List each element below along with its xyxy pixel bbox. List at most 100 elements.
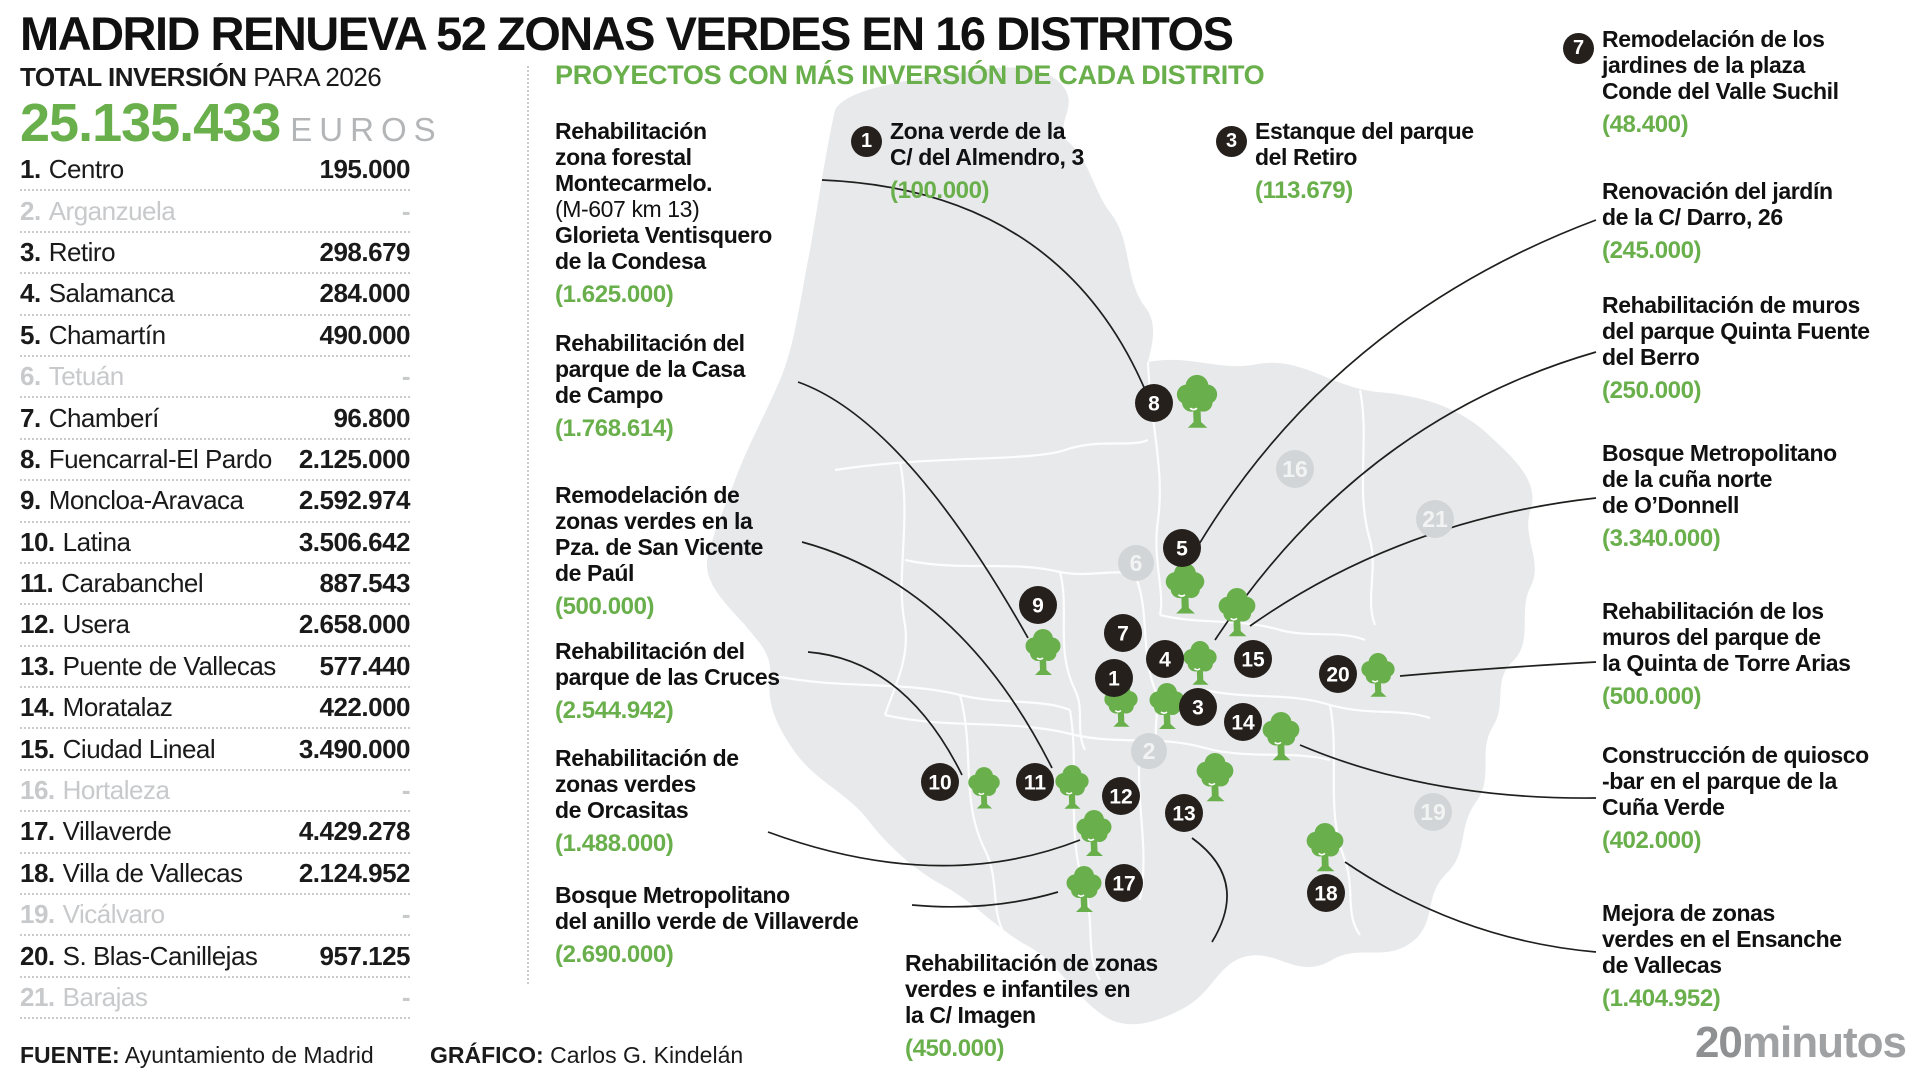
marker-8: 8 (1135, 384, 1173, 422)
marker-10: 10 (921, 763, 959, 801)
table-row-tetuan: 6. Tetuán - (20, 357, 411, 399)
project-markers: 8 5 9 7 4 15 20 1 3 14 10 11 12 13 17 18 (921, 384, 1357, 912)
svg-text:9: 9 (1032, 595, 1044, 618)
label-badge-3: 3 (1216, 126, 1247, 157)
project-amount: (100.000) (890, 177, 990, 204)
marker-9: 9 (1019, 586, 1057, 624)
project-label-cuna-verde: Construcción de quiosco -bar en el parqu… (1602, 742, 1869, 854)
district-table: 1. Centro 195.000 2. Arganzuela - 3. Retiro 29… (20, 150, 411, 1020)
marker-15: 15 (1234, 640, 1272, 678)
table-row-ciudad-lineal: 15. Ciudad Lineal 3.490.000 (20, 729, 411, 771)
city-outline (706, 67, 1535, 1025)
label-badge-1: 1 (851, 126, 882, 157)
svg-text:3: 3 (1192, 697, 1204, 720)
project-amount: (500.000) (1602, 683, 1702, 710)
project-label-orcasitas: Rehabilitación de zonas verdes de Orcasi… (555, 745, 739, 857)
footer-source: FUENTE: Ayuntamiento de Madrid (20, 1042, 374, 1068)
map-section-title: PROYECTOS CON MÁS INVERSIÓN DE CADA DIST… (555, 60, 1265, 90)
marker-14: 14 (1224, 703, 1262, 741)
table-row-chamberi: 7. Chamberí 96.800 (20, 398, 410, 440)
total-investment-label-bold: TOTAL INVERSIÓN (20, 62, 247, 92)
district-badge-21: 21 (1416, 500, 1454, 538)
project-amount: (48.400) (1602, 111, 1689, 138)
connector-lines (767, 179, 1597, 953)
brand-logo: 20minutos (1694, 1018, 1907, 1067)
svg-text:4: 4 (1159, 649, 1171, 672)
project-amount: (3.340.000) (1602, 525, 1721, 552)
marker-7: 7 (1104, 614, 1142, 652)
marker-18: 18 (1307, 874, 1345, 912)
total-amount-value: 25.135.433 (20, 93, 281, 153)
table-row-arganzuela: 2. Arganzuela - (20, 191, 411, 233)
project-amount: (1.625.000) (555, 281, 674, 308)
project-label-odonnell: Bosque Metropolitano de la cuña norte de… (1602, 440, 1837, 552)
total-amount-currency: EUROS (290, 111, 443, 148)
table-row-salamanca: 4. Salamanca 284.000 (20, 274, 411, 316)
table-row-san-blas: 20. S. Blas-Canillejas 957.125 (20, 936, 411, 978)
total-investment-label-rest: PARA 2026 (246, 62, 382, 92)
svg-text:19: 19 (1420, 799, 1446, 825)
svg-text:1: 1 (1108, 668, 1120, 691)
svg-text:21: 21 (1422, 506, 1448, 532)
table-row-moratalaz: 14. Moratalaz 422.000 (20, 688, 411, 730)
svg-text:11: 11 (1024, 772, 1047, 795)
svg-text:2: 2 (1143, 738, 1156, 764)
table-row-villaverde: 17. Villaverde 4.429.278 (20, 812, 411, 854)
table-row-barajas: 21. Barajas - (20, 978, 411, 1020)
project-label-berro: Rehabilitación de muros del parque Quint… (1602, 292, 1870, 404)
marker-17: 17 (1105, 864, 1143, 902)
marker-13: 13 (1165, 794, 1203, 832)
svg-text:18: 18 (1314, 883, 1338, 906)
svg-text:5: 5 (1176, 538, 1188, 561)
table-row-fuencarral: 8. Fuencarral-El Pardo 2.125.000 (20, 440, 411, 482)
marker-3: 3 (1179, 688, 1217, 726)
district-badge-2: 2 (1131, 733, 1167, 769)
total-amount: 25.135.433 EUROS (20, 92, 443, 154)
svg-text:16: 16 (1282, 456, 1308, 482)
project-label-montecarmelo: Rehabilitación zona forestal Montecarmel… (555, 118, 772, 308)
project-amount: (1.768.614) (555, 415, 674, 442)
district-badge-19: 19 (1414, 793, 1452, 831)
marker-20: 20 (1319, 655, 1357, 693)
project-label-cruces: Rehabilitación del parque de las Cruces … (555, 638, 780, 724)
label-badge-7: 7 (1563, 33, 1594, 64)
project-label-torre-arias: Rehabilitación de los muros del parque d… (1602, 598, 1851, 710)
total-investment-label: TOTAL INVERSIÓN PARA 2026 (20, 62, 382, 93)
project-label-ensanche: Mejora de zonas verdes en el Ensanche de… (1602, 900, 1842, 1012)
svg-text:12: 12 (1109, 786, 1132, 809)
project-amount: (2.690.000) (555, 941, 674, 968)
svg-text:8: 8 (1148, 393, 1160, 416)
project-amount: (402.000) (1602, 827, 1702, 854)
footer-credit: GRÁFICO: Carlos G. Kindelán (430, 1042, 744, 1068)
marker-1: 1 (1095, 659, 1133, 697)
svg-text:14: 14 (1231, 712, 1255, 735)
vertical-divider (527, 66, 529, 984)
svg-text:7: 7 (1117, 623, 1129, 646)
project-amount: (245.000) (1602, 237, 1702, 264)
project-amount: (450.000) (905, 1035, 1005, 1062)
project-label-san-vicente: Remodelación de zonas verdes en la Pza. … (555, 482, 764, 620)
district-badge-6: 6 (1118, 545, 1154, 581)
page-title: MADRID RENUEVA 52 ZONAS VERDES EN 16 DIS… (20, 7, 1234, 60)
project-label-retiro-estanque: Estanque del parque del Retiro (113.679) (1255, 118, 1474, 204)
project-amount: (113.679) (1255, 177, 1353, 204)
project-label-anillo-villaverde: Bosque Metropolitano del anillo verde de… (555, 882, 859, 968)
table-row-moncloa: 9. Moncloa-Aravaca 2.592.974 (20, 481, 411, 523)
project-label-almendro: Zona verde de la C/ del Almendro, 3 (100… (890, 118, 1084, 204)
table-row-latina: 10. Latina 3.506.642 (20, 523, 411, 564)
marker-5: 5 (1163, 529, 1201, 567)
project-amount: (1.488.000) (555, 830, 674, 857)
project-label-darro: Renovación del jardín de la C/ Darro, 26… (1602, 178, 1833, 264)
svg-text:10: 10 (928, 772, 951, 795)
marker-12: 12 (1102, 777, 1140, 815)
table-row-carabanchel: 11. Carabanchel 887.543 (20, 564, 411, 606)
svg-text:15: 15 (1241, 649, 1265, 672)
project-label-suchil: Remodelación de los jardines de la plaza… (1602, 26, 1839, 138)
project-amount: (1.404.952) (1602, 985, 1721, 1012)
table-row-hortaleza: 16. Hortaleza - (20, 771, 411, 813)
table-row-puente-vallecas: 13. Puente de Vallecas 577.440 (20, 647, 411, 689)
table-row-retiro: 3. Retiro 298.679 (20, 233, 411, 275)
project-amount: (2.544.942) (555, 697, 674, 724)
project-amount: (250.000) (1602, 377, 1702, 404)
